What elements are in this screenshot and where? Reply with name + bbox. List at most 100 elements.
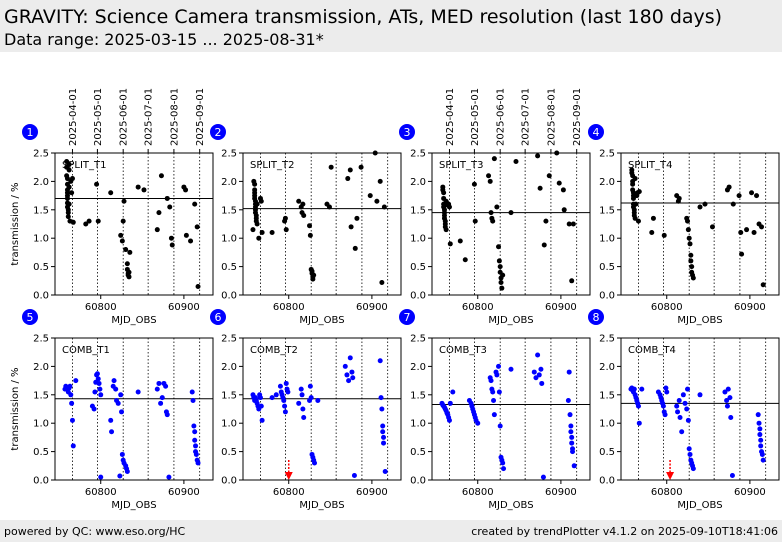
- data-point: [496, 244, 502, 250]
- data-point: [486, 173, 492, 179]
- data-point: [69, 176, 75, 182]
- data-point: [113, 386, 119, 392]
- data-point: [109, 429, 115, 435]
- y-tick-label: 1.0: [410, 419, 426, 430]
- data-point: [66, 201, 72, 207]
- data-point: [315, 397, 321, 403]
- data-point: [69, 400, 75, 406]
- data-point: [119, 451, 125, 457]
- data-point: [92, 389, 98, 395]
- x-tick-label: 60900: [545, 487, 577, 498]
- data-point: [352, 245, 358, 251]
- panel-badge: [399, 124, 415, 140]
- data-point: [508, 210, 514, 216]
- data-point: [135, 184, 141, 190]
- data-point: [636, 420, 642, 426]
- data-point: [450, 389, 456, 395]
- data-point: [724, 397, 730, 403]
- data-point: [95, 218, 101, 224]
- x-axis-label: MJD_OBS: [677, 500, 722, 511]
- data-point: [273, 392, 279, 398]
- data-point: [269, 395, 275, 401]
- data-point: [759, 224, 765, 230]
- data-point: [381, 434, 387, 440]
- data-point: [159, 395, 165, 401]
- x-tick-label: 60900: [734, 302, 766, 313]
- data-point: [126, 269, 132, 275]
- data-point: [166, 474, 172, 480]
- data-point: [569, 440, 575, 446]
- panel-label: SPLIT_T2: [250, 160, 294, 171]
- y-tick-label: 0.5: [599, 447, 615, 458]
- y-tick-label: 0.5: [221, 447, 237, 458]
- data-point: [73, 378, 79, 384]
- date-tick-label: 2025-05-01: [93, 88, 104, 146]
- data-point: [381, 204, 387, 210]
- y-tick-label: 0.5: [33, 447, 49, 458]
- data-point: [513, 159, 519, 165]
- y-tick-label: 1.0: [410, 234, 426, 245]
- data-point: [163, 383, 169, 389]
- data-point: [195, 460, 201, 466]
- data-point: [685, 218, 691, 224]
- data-point: [443, 227, 449, 233]
- data-point: [727, 395, 733, 401]
- date-tick-label: 2025-07-01: [521, 88, 532, 146]
- data-point: [684, 406, 690, 412]
- data-point: [689, 264, 695, 270]
- x-axis-label: MJD_OBS: [111, 315, 156, 326]
- data-point: [65, 210, 71, 216]
- data-point: [566, 221, 572, 227]
- y-tick-label: 1.0: [221, 419, 237, 430]
- data-point: [259, 417, 265, 423]
- data-point: [124, 261, 130, 267]
- data-point: [685, 386, 691, 392]
- y-tick-label: 2.5: [221, 334, 237, 345]
- data-point: [682, 400, 688, 406]
- data-point: [193, 451, 199, 457]
- plot-frame: [242, 337, 402, 481]
- data-point: [328, 164, 334, 170]
- data-point: [491, 397, 497, 403]
- data-point: [676, 195, 682, 201]
- x-axis-label: MJD_OBS: [488, 500, 533, 511]
- data-point: [301, 415, 307, 421]
- x-axis-label: MJD_OBS: [488, 315, 533, 326]
- data-point: [380, 429, 386, 435]
- data-point: [259, 230, 265, 236]
- data-point: [537, 185, 543, 191]
- y-tick-label: 0.5: [410, 262, 426, 273]
- data-point: [749, 190, 755, 196]
- y-tick-label: 1.5: [599, 390, 615, 401]
- data-point: [351, 472, 357, 478]
- data-point: [358, 164, 364, 170]
- y-tick-label: 2.0: [410, 177, 426, 188]
- data-point: [535, 153, 541, 159]
- data-point: [300, 201, 306, 207]
- data-point: [310, 276, 316, 282]
- y-tick-label: 2.0: [221, 177, 237, 188]
- data-point: [282, 409, 288, 415]
- y-tick-label: 1.0: [221, 234, 237, 245]
- data-point: [96, 380, 102, 386]
- panel-label: COMB_T2: [250, 345, 298, 356]
- date-tick-label: 2025-08-01: [169, 88, 180, 146]
- data-point: [738, 230, 744, 236]
- data-point: [726, 184, 732, 190]
- data-point: [650, 215, 656, 221]
- data-point: [126, 274, 132, 280]
- panel-badge: [210, 124, 226, 140]
- panel-label: COMB_T4: [628, 345, 676, 356]
- panel-label: SPLIT_T4: [628, 160, 672, 171]
- data-point: [758, 437, 764, 443]
- date-tick-label: 2025-05-01: [470, 88, 481, 146]
- data-point: [697, 204, 703, 210]
- data-point: [680, 392, 686, 398]
- data-point: [560, 187, 566, 193]
- data-point: [536, 372, 542, 378]
- data-point: [571, 463, 577, 469]
- data-point: [757, 426, 763, 432]
- data-point: [685, 227, 691, 233]
- data-point: [760, 457, 766, 463]
